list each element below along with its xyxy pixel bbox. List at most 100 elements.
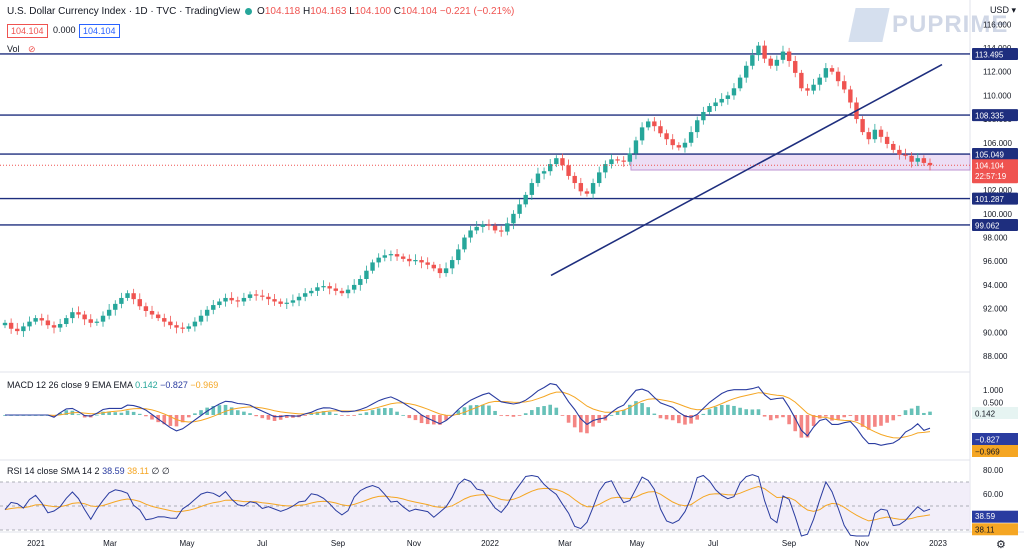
- level-label: 113.495: [975, 50, 1004, 59]
- price-tick-label: 92.000: [983, 305, 1008, 314]
- candle-body: [621, 160, 626, 162]
- candle-body: [64, 318, 69, 325]
- macd-histogram-bar: [609, 414, 614, 416]
- candle-body: [535, 173, 541, 184]
- macd-histogram-bar: [82, 415, 87, 418]
- candle-body: [780, 51, 786, 60]
- candle-body: [155, 314, 161, 319]
- macd-histogram-bar: [548, 404, 552, 415]
- macd-histogram-bar: [842, 415, 847, 418]
- macd-histogram-bar: [144, 415, 148, 417]
- macd-histogram-bar: [186, 415, 191, 418]
- level-label-box: [972, 218, 1018, 231]
- macd-histogram-bar: [750, 409, 755, 415]
- macd-histogram-bar: [738, 407, 742, 415]
- candle-body: [756, 45, 761, 56]
- time-tick-label: May: [629, 539, 644, 548]
- rsi-sma-label-box: [972, 523, 1018, 536]
- macd-histogram-bar: [726, 404, 730, 415]
- macd-histogram-bar: [915, 405, 920, 415]
- symbol-title[interactable]: U.S. Dollar Currency Index · 1D · TVC · …: [7, 6, 241, 17]
- countdown-label: 22:57:19: [975, 172, 1007, 181]
- candle-body: [192, 321, 198, 327]
- macd-legend: MACD 12 26 close 9 EMA EMA 0.142 −0.827 …: [7, 380, 218, 390]
- candle-body: [333, 288, 338, 291]
- buy-button[interactable]: 104.104: [79, 24, 120, 38]
- macd-histogram-bar: [658, 415, 663, 419]
- candle-body: [793, 61, 798, 73]
- candle-body: [364, 270, 369, 279]
- macd-histogram-bar: [707, 409, 712, 415]
- candle-body: [15, 328, 20, 332]
- currency-label: USD: [989, 5, 1009, 15]
- candle-body: [174, 325, 179, 328]
- time-tick-label: May: [179, 539, 194, 548]
- level-label: 105.049: [975, 151, 1004, 160]
- gear-icon[interactable]: ⚙: [996, 539, 1006, 551]
- candle-body: [652, 121, 657, 127]
- macd-histogram-bar: [333, 413, 338, 415]
- candle-body: [805, 88, 810, 91]
- candle-body: [168, 321, 173, 326]
- macd-histogram-bar: [113, 412, 118, 415]
- chevron-down-icon: ▾: [1011, 5, 1016, 15]
- level-label-box: [972, 148, 1018, 161]
- macd-histogram-bar: [897, 415, 902, 417]
- candle-body: [266, 296, 271, 300]
- rsi-axis-label: 38.59: [975, 512, 996, 521]
- candle-body: [878, 129, 884, 137]
- macd-histogram-bar: [217, 405, 222, 415]
- time-tick-label: Mar: [103, 539, 117, 548]
- macd-histogram-bar: [866, 415, 871, 430]
- candle-body: [725, 95, 731, 99]
- sell-button[interactable]: 104.104: [7, 24, 48, 38]
- macd-histogram-bar: [235, 410, 240, 415]
- current-price-label: 104.104: [975, 162, 1004, 171]
- candle-body: [627, 153, 633, 162]
- candle-body: [927, 162, 933, 166]
- macd-tick-label: 0.500: [983, 399, 1004, 408]
- price-tick-label: 96.000: [983, 257, 1008, 266]
- macd-histogram-bar: [260, 415, 265, 419]
- candle-body: [842, 81, 847, 90]
- macd-histogram-bar: [193, 413, 197, 415]
- candle-body: [400, 256, 406, 259]
- macd-histogram-bar: [873, 415, 877, 427]
- candle-body: [554, 158, 559, 165]
- candle-body: [891, 143, 896, 150]
- candle-body: [719, 98, 724, 103]
- candle-body: [560, 158, 565, 166]
- macd-histogram-bar: [401, 414, 405, 416]
- candle-body: [327, 286, 332, 289]
- candle-body: [511, 213, 516, 224]
- candle-body: [848, 89, 853, 103]
- time-tick-label: Sep: [782, 539, 797, 548]
- macd-histogram-bar: [719, 404, 724, 415]
- candle-body: [866, 132, 871, 140]
- macd-histogram-bar: [340, 415, 344, 416]
- macd-histogram-bar: [101, 411, 105, 415]
- hide-volume-icon[interactable]: ⊘: [28, 44, 36, 54]
- macd-label-box: [972, 433, 1018, 445]
- macd-histogram-bar: [640, 403, 644, 415]
- candle-body: [235, 300, 240, 302]
- candle-body: [823, 68, 829, 78]
- macd-label-box: [972, 407, 1018, 419]
- macd-tick-label: 1.000: [983, 386, 1004, 395]
- macd-histogram-bar: [903, 410, 908, 415]
- currency-selector[interactable]: USD ▾: [990, 5, 1016, 16]
- candle-body: [241, 297, 247, 302]
- rsi-band: [0, 482, 970, 530]
- candle-body: [119, 297, 124, 304]
- candle-body: [639, 127, 645, 141]
- logo-text: PUPRIME: [892, 11, 1009, 38]
- candle-body: [278, 301, 283, 304]
- macd-histogram-bar: [358, 413, 363, 415]
- candle-body: [272, 299, 277, 302]
- candle-body: [137, 299, 142, 307]
- candle-body: [670, 139, 675, 146]
- candle-body: [872, 129, 878, 140]
- candle-body: [70, 312, 75, 319]
